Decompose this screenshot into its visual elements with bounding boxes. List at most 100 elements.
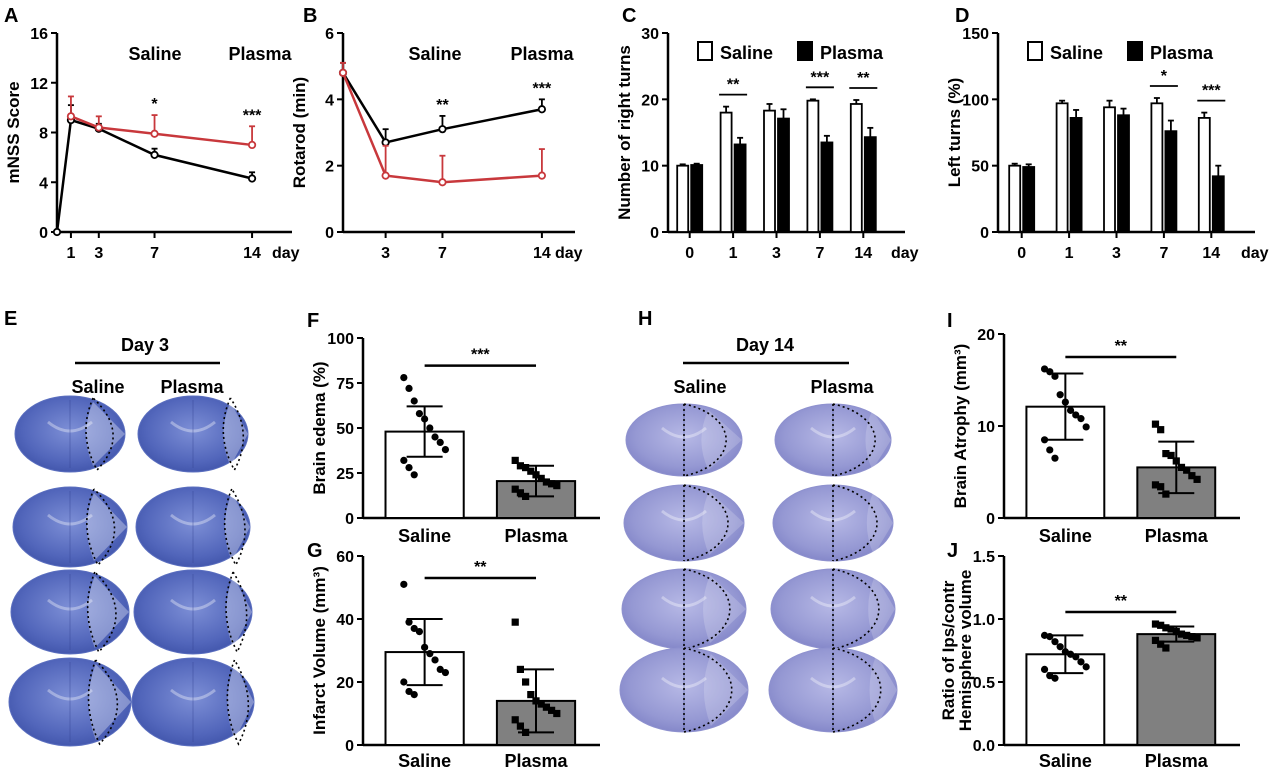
y-axis-label: Brain edema (%) <box>310 361 329 494</box>
data-point <box>516 665 525 673</box>
data-point <box>1046 633 1054 641</box>
lesion-outline <box>85 397 114 472</box>
legend-label: Plasma <box>820 43 884 63</box>
slice-ventricle <box>170 598 216 611</box>
data-point <box>1151 481 1160 489</box>
data-point <box>1177 630 1186 638</box>
data-point <box>532 471 540 479</box>
bar <box>863 136 877 233</box>
panel-letter: A <box>4 5 18 27</box>
y-axis-label: Number of right turns <box>615 45 634 220</box>
data-point <box>66 112 76 121</box>
brain-slice <box>774 403 892 477</box>
x-unit-label: day <box>891 245 919 262</box>
slice-tissue <box>12 486 128 568</box>
data-point <box>405 464 413 472</box>
y-axis-label: Left turns (%) <box>945 78 964 188</box>
y-tick-label: 0 <box>325 225 334 242</box>
data-point <box>438 178 447 187</box>
data-point <box>431 433 439 441</box>
bar <box>820 141 834 233</box>
series-line <box>70 115 253 147</box>
significance-marker: ** <box>857 70 870 87</box>
data-point <box>400 678 408 686</box>
x-tick-label: 7 <box>815 245 824 262</box>
chart-c: C 0 10 20 30 Number of right turns 0 1 3 7 14 day Sa… <box>615 5 919 262</box>
y-tick-label: 4 <box>325 92 334 109</box>
data-point <box>522 678 530 686</box>
brain-slice <box>10 569 130 655</box>
y-tick-label: 50 <box>971 159 989 176</box>
hemisphere-outline <box>683 568 731 650</box>
y-tick-label: 20 <box>977 327 995 344</box>
data-point <box>527 691 535 699</box>
slice-ventricle <box>661 426 707 439</box>
x-tick-label: 3 <box>381 245 390 262</box>
data-point <box>548 480 556 488</box>
hemisphere-outline <box>832 484 878 562</box>
panel-letter: F <box>307 310 319 332</box>
bar <box>719 111 733 233</box>
slice-lesion <box>869 654 897 726</box>
data-point <box>1172 628 1180 636</box>
slice-tissue <box>135 486 251 568</box>
data-point <box>247 140 257 150</box>
data-point <box>436 665 444 674</box>
x-tick-label: 14 <box>533 245 551 262</box>
y-tick-label: 10 <box>977 419 995 436</box>
data-point <box>1162 490 1170 498</box>
x-tick-label: 7 <box>1159 245 1168 262</box>
y-tick-label: 60 <box>336 549 354 566</box>
data-point <box>1051 638 1059 646</box>
y-tick-label: 1.5 <box>973 549 995 566</box>
y-tick-label: 75 <box>336 376 354 393</box>
slice-lesion <box>865 410 891 470</box>
data-point <box>553 482 561 490</box>
data-point <box>511 716 519 724</box>
slice-tissue <box>14 395 126 473</box>
x-tick-label: 14 <box>243 245 261 262</box>
data-point <box>1172 457 1180 465</box>
brain-slice <box>621 568 747 650</box>
data-point <box>522 728 530 736</box>
category-label: Plasma <box>1145 526 1209 546</box>
data-point <box>52 227 62 237</box>
data-point <box>1151 420 1160 428</box>
slice-lesion <box>223 402 248 466</box>
slice-lesion <box>224 493 250 561</box>
category-label: Saline <box>1039 526 1092 546</box>
data-point <box>405 384 413 392</box>
y-tick-label: 0 <box>345 511 354 528</box>
data-point <box>94 123 103 132</box>
slice-ventricle <box>170 420 216 433</box>
x-unit-label: day <box>272 245 300 262</box>
slice-tissue <box>8 657 132 747</box>
x-tick-label: 1 <box>66 245 75 262</box>
data-point <box>1051 454 1059 462</box>
data-point <box>1072 411 1080 419</box>
y-tick-label: 0 <box>986 511 995 528</box>
x-tick-label: 0 <box>1017 245 1026 262</box>
bar <box>1197 117 1211 233</box>
category-label: Saline <box>398 751 451 771</box>
legend-swatch <box>1127 41 1143 61</box>
significance-marker: ** <box>727 77 740 94</box>
data-point <box>400 580 408 588</box>
data-point <box>1040 665 1049 674</box>
data-point <box>1082 423 1090 431</box>
y-axis-label: mNSS Score <box>4 81 23 183</box>
brain-slice <box>770 568 896 650</box>
slice-ventricle <box>47 513 93 526</box>
category-label: Saline <box>398 526 451 546</box>
chart-j: J 0.0 0.5 1.0 1.5 Ratio of Ips/contrHemispher… <box>939 540 1240 771</box>
data-point <box>542 703 551 711</box>
slice-ventricle <box>810 676 856 689</box>
slice-ventricle <box>47 688 93 701</box>
slices-e: E Day 3 Saline Plasma <box>4 308 255 747</box>
data-point <box>1040 436 1049 444</box>
data-point <box>1077 415 1085 423</box>
slice-lesion <box>88 664 131 740</box>
slice-ventricle <box>170 688 216 701</box>
